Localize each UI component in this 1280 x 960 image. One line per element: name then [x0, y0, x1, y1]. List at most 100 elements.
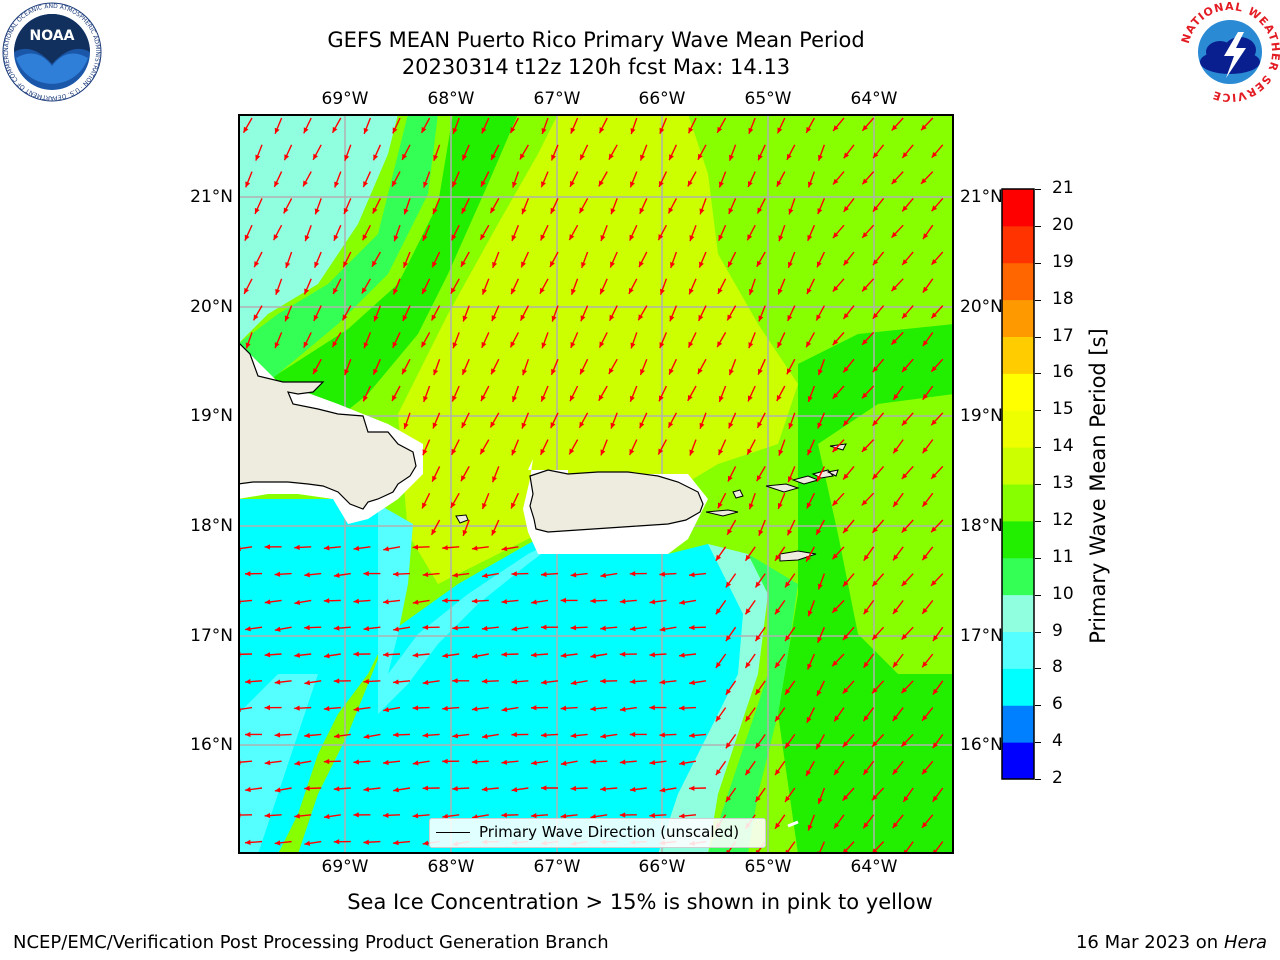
wave-arrow-head: [304, 572, 310, 578]
wave-arrow-head: [922, 661, 928, 668]
footer-date-text: 16 Mar 2023 on: [1075, 932, 1219, 953]
wave-arrow-head: [551, 368, 556, 375]
wave-arrow-head: [522, 369, 528, 376]
wave-arrow-head: [243, 126, 249, 133]
wave-arrow-head: [806, 716, 812, 723]
wave-arrow-head: [891, 124, 898, 131]
wave-arrow-head: [807, 449, 813, 456]
wave-arrow-head: [471, 598, 478, 604]
wave-arrow-head: [294, 705, 300, 711]
wave-arrow-head: [863, 661, 869, 668]
wave-arrow-head: [541, 571, 547, 577]
wave-arrow-head: [512, 396, 517, 403]
wave-arrow-head: [323, 653, 330, 659]
wave-arrow-head: [817, 261, 822, 268]
wave-arrow-head: [679, 760, 685, 766]
wave-arrow-head: [892, 822, 899, 829]
wave-arrow-head: [363, 127, 369, 134]
wave-arrow-head: [264, 812, 271, 819]
wave-arrow-head: [560, 597, 567, 604]
wave-arrow-head: [580, 368, 585, 375]
wave-arrow-head: [842, 580, 849, 587]
wave-arrow-head: [893, 554, 899, 561]
lat-label-right: 21°N: [960, 187, 1003, 207]
wave-arrow-head: [332, 341, 338, 348]
wave-arrow-head: [579, 207, 585, 214]
wave-arrow-head: [344, 154, 350, 161]
wave-arrow-head: [422, 571, 429, 578]
wave-arrow-head: [492, 476, 497, 483]
wave-arrow-head: [817, 422, 823, 429]
wave-arrow-head: [892, 661, 899, 668]
wave-arrow-head: [748, 127, 754, 134]
wave-arrow-head: [747, 448, 753, 455]
wave-arrow-head: [353, 759, 360, 765]
wave-arrow-head: [788, 208, 794, 215]
wave-arrow-head: [755, 635, 761, 642]
wave-arrow-head: [461, 207, 467, 214]
colorbar-segment: [1002, 631, 1034, 669]
wave-arrow-head: [402, 368, 407, 375]
wave-arrow-head: [921, 124, 927, 131]
wave-arrow-head: [747, 234, 753, 241]
wave-arrow-head: [383, 812, 389, 818]
wave-arrow-head: [481, 395, 486, 402]
wave-arrow-head: [725, 635, 732, 642]
wave-arrow-head: [717, 341, 723, 348]
map-frame: [238, 114, 954, 854]
colorbar-tick: [1035, 742, 1041, 744]
wave-arrow-head: [745, 608, 751, 615]
wave-arrow-head: [718, 234, 724, 241]
wave-arrow-head: [659, 787, 666, 793]
wave-arrow-head: [372, 260, 377, 267]
wave-arrow-head: [715, 715, 722, 722]
wave-arrow-head: [922, 286, 929, 293]
wave-arrow-head: [373, 368, 379, 375]
wave-arrow-head: [392, 180, 397, 187]
wave-arrow-head: [511, 679, 518, 685]
wave-arrow-head: [403, 208, 409, 215]
puerto-rico-land: [529, 469, 704, 533]
wave-arrow-head: [383, 546, 390, 552]
lon-label-bottom: 68°W: [427, 857, 475, 877]
wave-arrow-head: [245, 679, 251, 685]
wave-arrow-head: [608, 153, 614, 160]
colorbar-tick-label: 8: [1052, 657, 1063, 678]
wave-arrow-head: [687, 394, 693, 401]
colorbar-segment: [1002, 447, 1034, 485]
wave-arrow-head: [570, 395, 575, 402]
wave-arrow-head: [922, 500, 928, 507]
wave-arrow-head: [748, 503, 754, 510]
colorbar-tick-label: 10: [1052, 583, 1074, 604]
wave-arrow-head: [892, 715, 899, 722]
wave-arrow-head: [600, 235, 606, 242]
lon-label-top: 69°W: [321, 89, 369, 109]
wave-arrow-shaft: [238, 599, 253, 603]
wave-arrow-head: [718, 449, 724, 456]
wave-arrow-head: [817, 475, 822, 482]
wave-arrow-head: [511, 571, 517, 577]
wave-arrow-head: [570, 625, 577, 631]
wave-arrow-head: [481, 127, 487, 134]
wave-arrow-head: [274, 342, 280, 349]
wave-arrow-head: [461, 422, 467, 429]
wave-arrow-head: [832, 392, 839, 399]
wave-arrow-head: [570, 680, 577, 686]
lon-label-top: 68°W: [427, 89, 475, 109]
wave-arrow-head: [600, 678, 606, 684]
wave-arrow-head: [777, 341, 783, 348]
wave-arrow-head: [725, 742, 732, 749]
wave-arrow-head: [481, 625, 488, 632]
wave-arrow-head: [728, 207, 734, 214]
wave-arrow-head: [362, 234, 368, 241]
wave-arrow-head: [863, 554, 870, 561]
wave-arrow-head: [787, 315, 793, 322]
wave-arrow-head: [274, 180, 280, 187]
wave-arrow-head: [274, 840, 281, 846]
wave-arrow-head: [901, 526, 908, 533]
wave-arrow-head: [930, 580, 937, 586]
wave-arrow-head: [433, 369, 439, 376]
noaa-logo: NATIONAL OCEANIC AND ATMOSPHERIC ADMINIS…: [2, 2, 102, 102]
wave-arrow-head: [658, 448, 664, 455]
wave-arrow-head: [892, 608, 899, 614]
